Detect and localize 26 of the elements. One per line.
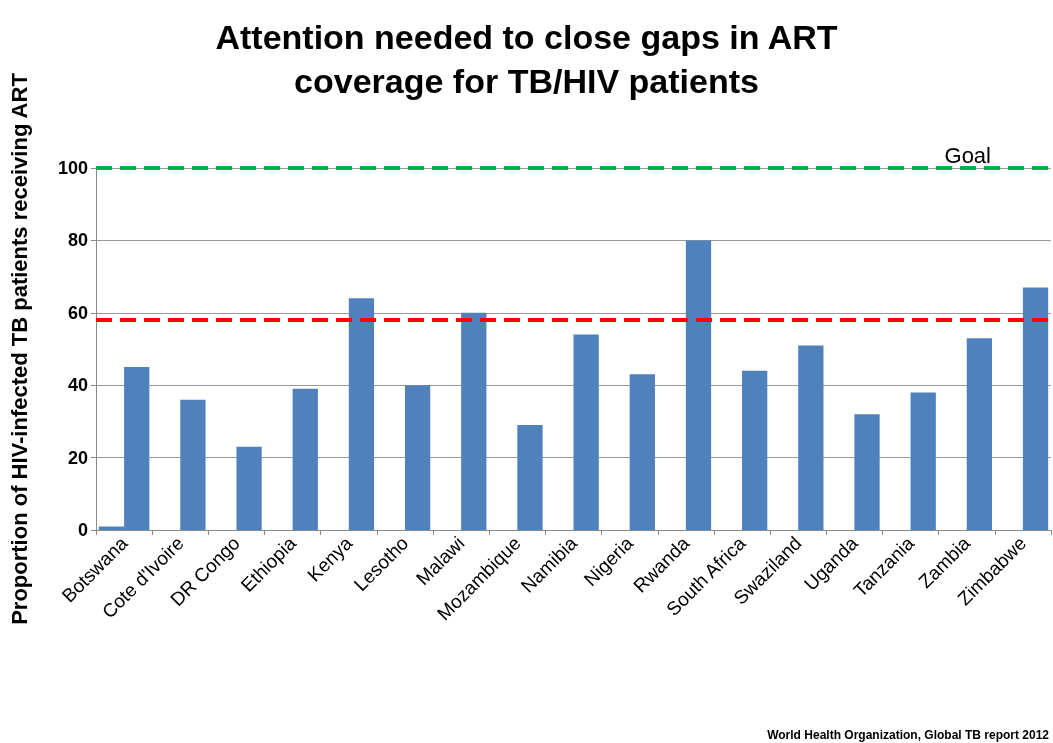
bar — [629, 374, 655, 530]
bar — [685, 240, 712, 530]
y-tick-label: 0 — [77, 520, 88, 540]
y-axis-title: Proportion of HIV-infected TB patients receiving ART — [6, 72, 32, 625]
y-tick-label: 80 — [67, 230, 88, 251]
chart-title: Attention needed to close gaps in ART coverage for TB/HIV patients — [215, 18, 838, 100]
bar — [517, 425, 543, 530]
bar — [292, 388, 318, 530]
y-tick-label: 60 — [67, 302, 88, 323]
bar — [573, 334, 599, 530]
bar — [910, 392, 936, 530]
bar — [966, 338, 993, 530]
text: World Health Organization, Global TB report 2012 — [767, 728, 1050, 742]
bar — [1022, 287, 1049, 530]
bar — [180, 399, 206, 530]
y-tick-label: 40 — [67, 375, 88, 396]
bar — [348, 298, 375, 530]
y-tick-label: 20 — [67, 447, 88, 468]
y-tick-label: 100 — [57, 158, 88, 178]
bar — [461, 312, 487, 530]
bar — [798, 345, 824, 530]
ref-line-label: Goal — [944, 142, 991, 168]
bar — [404, 385, 431, 530]
bar — [236, 446, 262, 530]
bar — [742, 370, 768, 530]
bar — [854, 414, 880, 530]
